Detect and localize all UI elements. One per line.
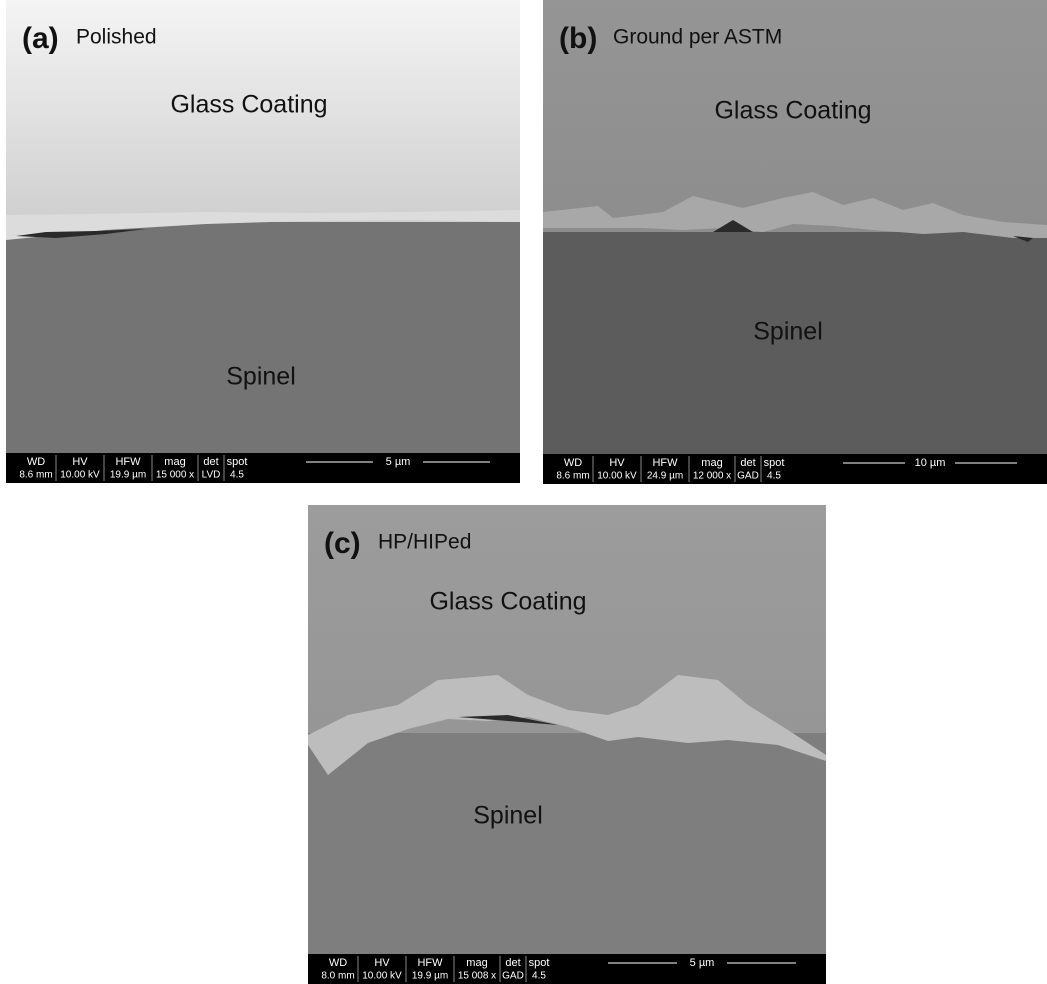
databar-header: mag bbox=[466, 957, 487, 969]
region-label: Spinel bbox=[226, 363, 296, 391]
databar-header: WD bbox=[564, 457, 582, 469]
region-label: Spinel bbox=[473, 802, 543, 830]
databar-header: HFW bbox=[417, 957, 443, 969]
scale-label: 5 µm bbox=[690, 957, 715, 969]
panel-label: (a) bbox=[22, 22, 59, 55]
databar-header: mag bbox=[701, 457, 722, 469]
databar-header: spot bbox=[529, 957, 550, 969]
databar-header: WD bbox=[27, 456, 45, 468]
panel-label: (b) bbox=[559, 22, 597, 55]
databar-header: HFW bbox=[115, 456, 141, 468]
databar-header: spot bbox=[227, 456, 248, 468]
spinel-region bbox=[6, 222, 520, 453]
databar-value: 19.9 µm bbox=[110, 470, 146, 481]
scale-label: 10 µm bbox=[915, 457, 946, 469]
databar-value: 4.5 bbox=[767, 471, 781, 482]
databar-value: GAD bbox=[502, 971, 524, 982]
sem-panel: (b) Ground per ASTM Glass Coating Spinel WD 8… bbox=[543, 0, 1047, 484]
panel-caption: Ground per ASTM bbox=[613, 26, 782, 49]
region-label: Glass Coating bbox=[429, 588, 586, 616]
databar-header: HV bbox=[609, 457, 625, 469]
region-label: Spinel bbox=[753, 318, 823, 346]
databar-value: 19.9 µm bbox=[412, 971, 448, 982]
scale-label: 5 µm bbox=[386, 456, 411, 468]
databar-value: 10.00 kV bbox=[362, 971, 402, 982]
region-label: Glass Coating bbox=[170, 91, 327, 119]
sem-panel: (a) Polished Glass Coating Spinel WD 8.6 mm HV… bbox=[6, 0, 520, 483]
databar-value: 8.0 mm bbox=[321, 971, 354, 982]
databar-header: mag bbox=[164, 456, 185, 468]
databar-value: LVD bbox=[202, 470, 221, 481]
region-label: Glass Coating bbox=[714, 97, 871, 125]
databar-value: 10.00 kV bbox=[597, 471, 637, 482]
databar-value: 10.00 kV bbox=[60, 470, 100, 481]
sem-panel: (c) HP/HIPed Glass Coating Spinel WD 8.0 mm HV… bbox=[308, 505, 826, 984]
databar-value: 15 000 x bbox=[156, 470, 194, 481]
panel-caption: Polished bbox=[76, 26, 157, 49]
databar-value: 4.5 bbox=[230, 470, 244, 481]
panel-label: (c) bbox=[324, 527, 361, 560]
databar-header: HV bbox=[72, 456, 88, 468]
databar-header: HFW bbox=[652, 457, 678, 469]
databar-header: HV bbox=[374, 957, 390, 969]
databar-header: det bbox=[740, 457, 755, 469]
databar-value: 8.6 mm bbox=[556, 471, 589, 482]
databar-value: GAD bbox=[737, 471, 759, 482]
databar-value: 8.6 mm bbox=[19, 470, 52, 481]
databar-header: spot bbox=[764, 457, 785, 469]
spinel-region bbox=[308, 733, 826, 954]
databar-value: 24.9 µm bbox=[647, 471, 683, 482]
databar-header: WD bbox=[329, 957, 347, 969]
databar-header: det bbox=[203, 456, 218, 468]
figure: (a) Polished Glass Coating Spinel WD 8.6 mm HV… bbox=[0, 0, 1047, 984]
databar-value: 4.5 bbox=[532, 971, 546, 982]
panel-caption: HP/HIPed bbox=[378, 531, 471, 554]
databar-value: 15 008 x bbox=[458, 971, 496, 982]
databar-value: 12 000 x bbox=[693, 471, 731, 482]
databar-header: det bbox=[505, 957, 520, 969]
